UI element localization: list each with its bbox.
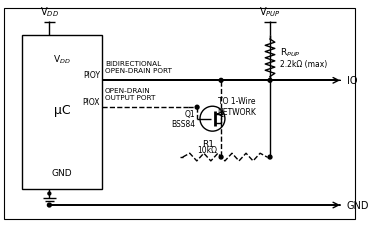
Text: 2.2kΩ (max): 2.2kΩ (max) [280,60,327,69]
Text: μC: μC [54,103,71,116]
Text: IO: IO [347,76,357,86]
Circle shape [195,106,199,110]
Circle shape [219,155,223,159]
Circle shape [268,155,272,159]
Text: GND: GND [347,200,369,210]
Circle shape [219,79,223,83]
Text: PIOX: PIOX [83,98,100,107]
Text: BIDIRECTIONAL
OPEN-DRAIN PORT: BIDIRECTIONAL OPEN-DRAIN PORT [105,60,172,73]
Text: OPEN-DRAIN
OUTPUT PORT: OPEN-DRAIN OUTPUT PORT [105,87,155,100]
Text: TO 1-Wire
NETWORK: TO 1-Wire NETWORK [217,96,256,116]
Text: V$_{DD}$: V$_{DD}$ [40,5,59,19]
Text: PIOY: PIOY [83,71,100,80]
Text: V$_{PUP}$: V$_{PUP}$ [259,5,281,19]
Bar [22,36,102,189]
Text: Q1: Q1 [185,110,195,119]
Text: R1: R1 [202,140,214,149]
Text: BSS84: BSS84 [171,119,195,128]
Circle shape [268,79,272,83]
Text: 10kΩ: 10kΩ [198,146,218,155]
Text: V$_{DD}$: V$_{DD}$ [54,54,71,66]
Text: GND: GND [52,168,73,177]
Circle shape [48,203,51,207]
Circle shape [48,192,51,195]
Text: R$_{PUP}$: R$_{PUP}$ [280,47,300,59]
